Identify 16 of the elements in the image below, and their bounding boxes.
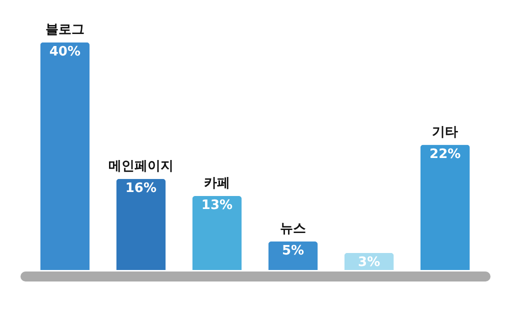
x-tick-label: 블로그 xyxy=(45,22,84,38)
bar xyxy=(420,144,470,270)
data-label: 16% xyxy=(125,180,157,196)
x-tick-label: 카페 xyxy=(204,176,230,192)
bar xyxy=(192,196,242,270)
data-label: 40% xyxy=(49,44,80,60)
bar xyxy=(40,42,90,270)
data-label: 3% xyxy=(358,254,380,270)
x-tick-label: 뉴스 xyxy=(280,222,306,237)
data-label: 13% xyxy=(201,198,233,214)
x-tick-label: 메인페이지 xyxy=(108,158,174,174)
bar xyxy=(268,242,318,270)
bar xyxy=(116,178,166,270)
data-label: 22% xyxy=(430,146,461,162)
x-tick-label: 기타 xyxy=(432,124,458,140)
data-label: 5% xyxy=(282,244,304,259)
